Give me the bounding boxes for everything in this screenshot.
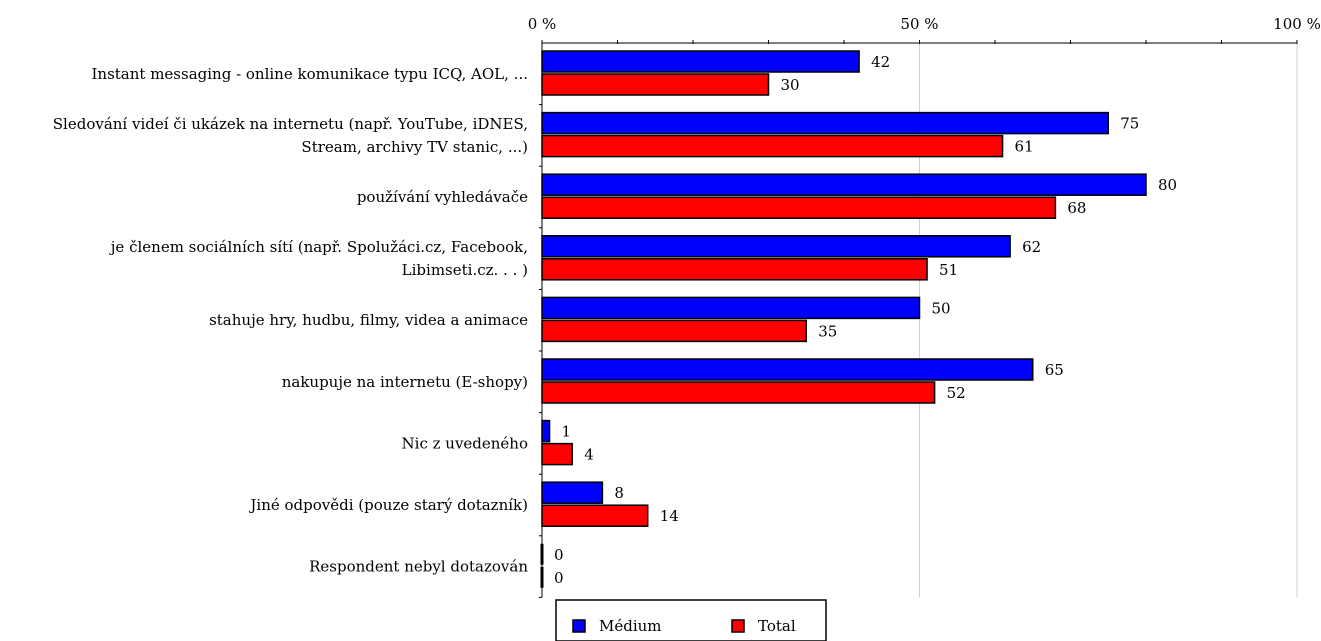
bars <box>540 50 1147 588</box>
bar-total <box>541 73 770 96</box>
bar-medium <box>541 358 1034 381</box>
data-label: 62 <box>1022 238 1041 256</box>
data-label: 68 <box>1067 199 1086 217</box>
bar-medium <box>541 235 1011 258</box>
bar-medium <box>541 111 1109 135</box>
data-label: 8 <box>614 484 624 502</box>
bar-total <box>541 442 573 466</box>
data-label: 0 <box>554 546 564 564</box>
category-label: Sledování videí či ukázek na internetu (… <box>53 115 528 133</box>
data-label: 61 <box>1015 138 1034 156</box>
bar-medium <box>541 173 1147 196</box>
data-label: 30 <box>781 76 800 94</box>
category-label: Jiné odpovědi (pouze starý dotazník) <box>248 496 528 514</box>
legend-swatch <box>731 619 745 633</box>
data-label: 14 <box>660 507 679 525</box>
bar-total <box>541 258 928 281</box>
bar-medium <box>541 296 921 320</box>
x-tick-label: 50 % <box>900 15 938 33</box>
data-label: 42 <box>871 53 890 71</box>
x-tick-label: 100 % <box>1273 15 1321 33</box>
axes: 0 % 50 % 100 % <box>528 15 1321 598</box>
legend-label: Total <box>758 617 796 635</box>
labels: Instant messaging - online komunikace ty… <box>53 53 1177 587</box>
category-label: je členem sociálních sítí (např. Spolužá… <box>109 238 528 256</box>
data-label: 50 <box>932 299 951 317</box>
category-label: nakupuje na internetu (E-shopy) <box>282 373 528 391</box>
bar-medium <box>541 50 860 73</box>
category-label: Nic z uvedeného <box>402 434 528 452</box>
data-label: 1 <box>562 423 572 441</box>
bar-total <box>541 381 936 404</box>
data-label: 4 <box>584 446 594 464</box>
legend-swatch <box>572 619 586 633</box>
x-tick-label: 0 % <box>528 15 557 33</box>
category-label: Libimseti.cz. . . ) <box>402 261 528 279</box>
category-label: Instant messaging - online komunikace ty… <box>91 65 528 83</box>
legend: Médium Total <box>555 599 827 641</box>
data-label: 0 <box>554 569 564 587</box>
data-label: 65 <box>1045 361 1064 379</box>
data-label: 52 <box>947 384 966 402</box>
bar-total <box>541 319 807 343</box>
bar-total <box>541 134 1004 158</box>
data-label: 35 <box>818 322 837 340</box>
legend-label: Médium <box>599 617 662 635</box>
data-label: 80 <box>1158 176 1177 194</box>
bar-total <box>541 504 649 527</box>
category-label: Stream, archivy TV stanic, ...) <box>301 138 528 156</box>
data-label: 75 <box>1120 115 1139 133</box>
category-label: Respondent nebyl dotazován <box>309 558 528 576</box>
category-label: používání vyhledávače <box>357 188 528 206</box>
category-label: stahuje hry, hudbu, filmy, videa a anima… <box>209 311 528 329</box>
bar-medium <box>541 481 604 504</box>
legend-box <box>555 599 827 641</box>
bar-medium <box>541 419 551 443</box>
bar-total <box>541 196 1057 219</box>
data-label: 51 <box>939 261 958 279</box>
